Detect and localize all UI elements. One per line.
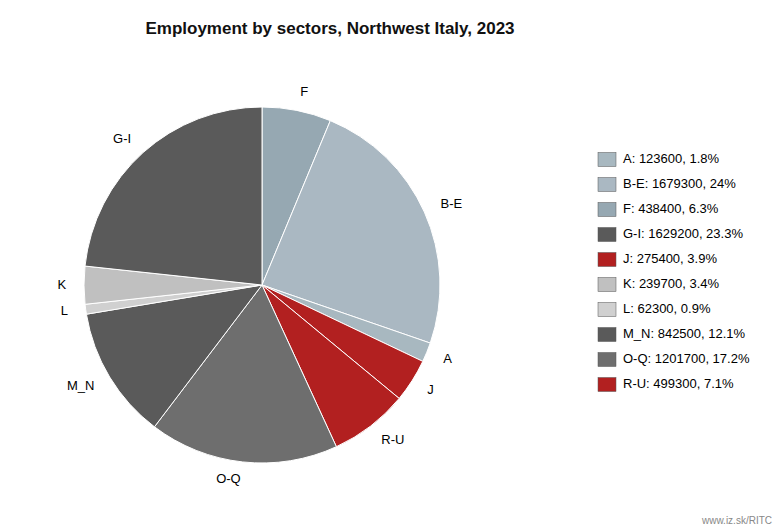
slice-label: B-E	[441, 196, 463, 211]
pie-slice	[85, 107, 262, 285]
watermark: www.iz.sk/RITC	[701, 515, 772, 526]
legend-swatch	[598, 353, 616, 367]
legend-swatch	[598, 278, 616, 292]
slice-label: O-Q	[216, 471, 241, 486]
slice-label: R-U	[381, 432, 404, 447]
chart: Employment by sectors, Northwest Italy, …	[0, 0, 782, 532]
legend-label: F: 438400, 6.3%	[623, 201, 719, 216]
slice-label: A	[443, 351, 452, 366]
legend-label: M_N: 842500, 12.1%	[623, 326, 746, 341]
legend-swatch	[598, 378, 616, 392]
slice-label: F	[300, 84, 308, 99]
legend-swatch	[598, 178, 616, 192]
legend-swatch	[598, 253, 616, 267]
slice-label: K	[58, 277, 67, 292]
legend-label: J: 275400, 3.9%	[623, 251, 717, 266]
legend-swatch	[598, 303, 616, 317]
slice-label: G-I	[113, 131, 131, 146]
title: Employment by sectors, Northwest Italy, …	[145, 19, 514, 38]
legend-swatch	[598, 228, 616, 242]
legend-label: G-I: 1629200, 23.3%	[623, 226, 743, 241]
slice-label: L	[61, 303, 68, 318]
legend-swatch	[598, 153, 616, 167]
legend-label: B-E: 1679300, 24%	[623, 176, 736, 191]
slice-label: M_N	[67, 378, 94, 393]
legend-label: A: 123600, 1.8%	[623, 151, 720, 166]
legend-label: K: 239700, 3.4%	[623, 276, 720, 291]
legend-swatch	[598, 203, 616, 217]
legend-label: L: 62300, 0.9%	[623, 301, 711, 316]
legend-label: R-U: 499300, 7.1%	[623, 376, 734, 391]
legend-label: O-Q: 1201700, 17.2%	[623, 351, 750, 366]
legend-swatch	[598, 328, 616, 342]
slice-label: J	[427, 382, 434, 397]
